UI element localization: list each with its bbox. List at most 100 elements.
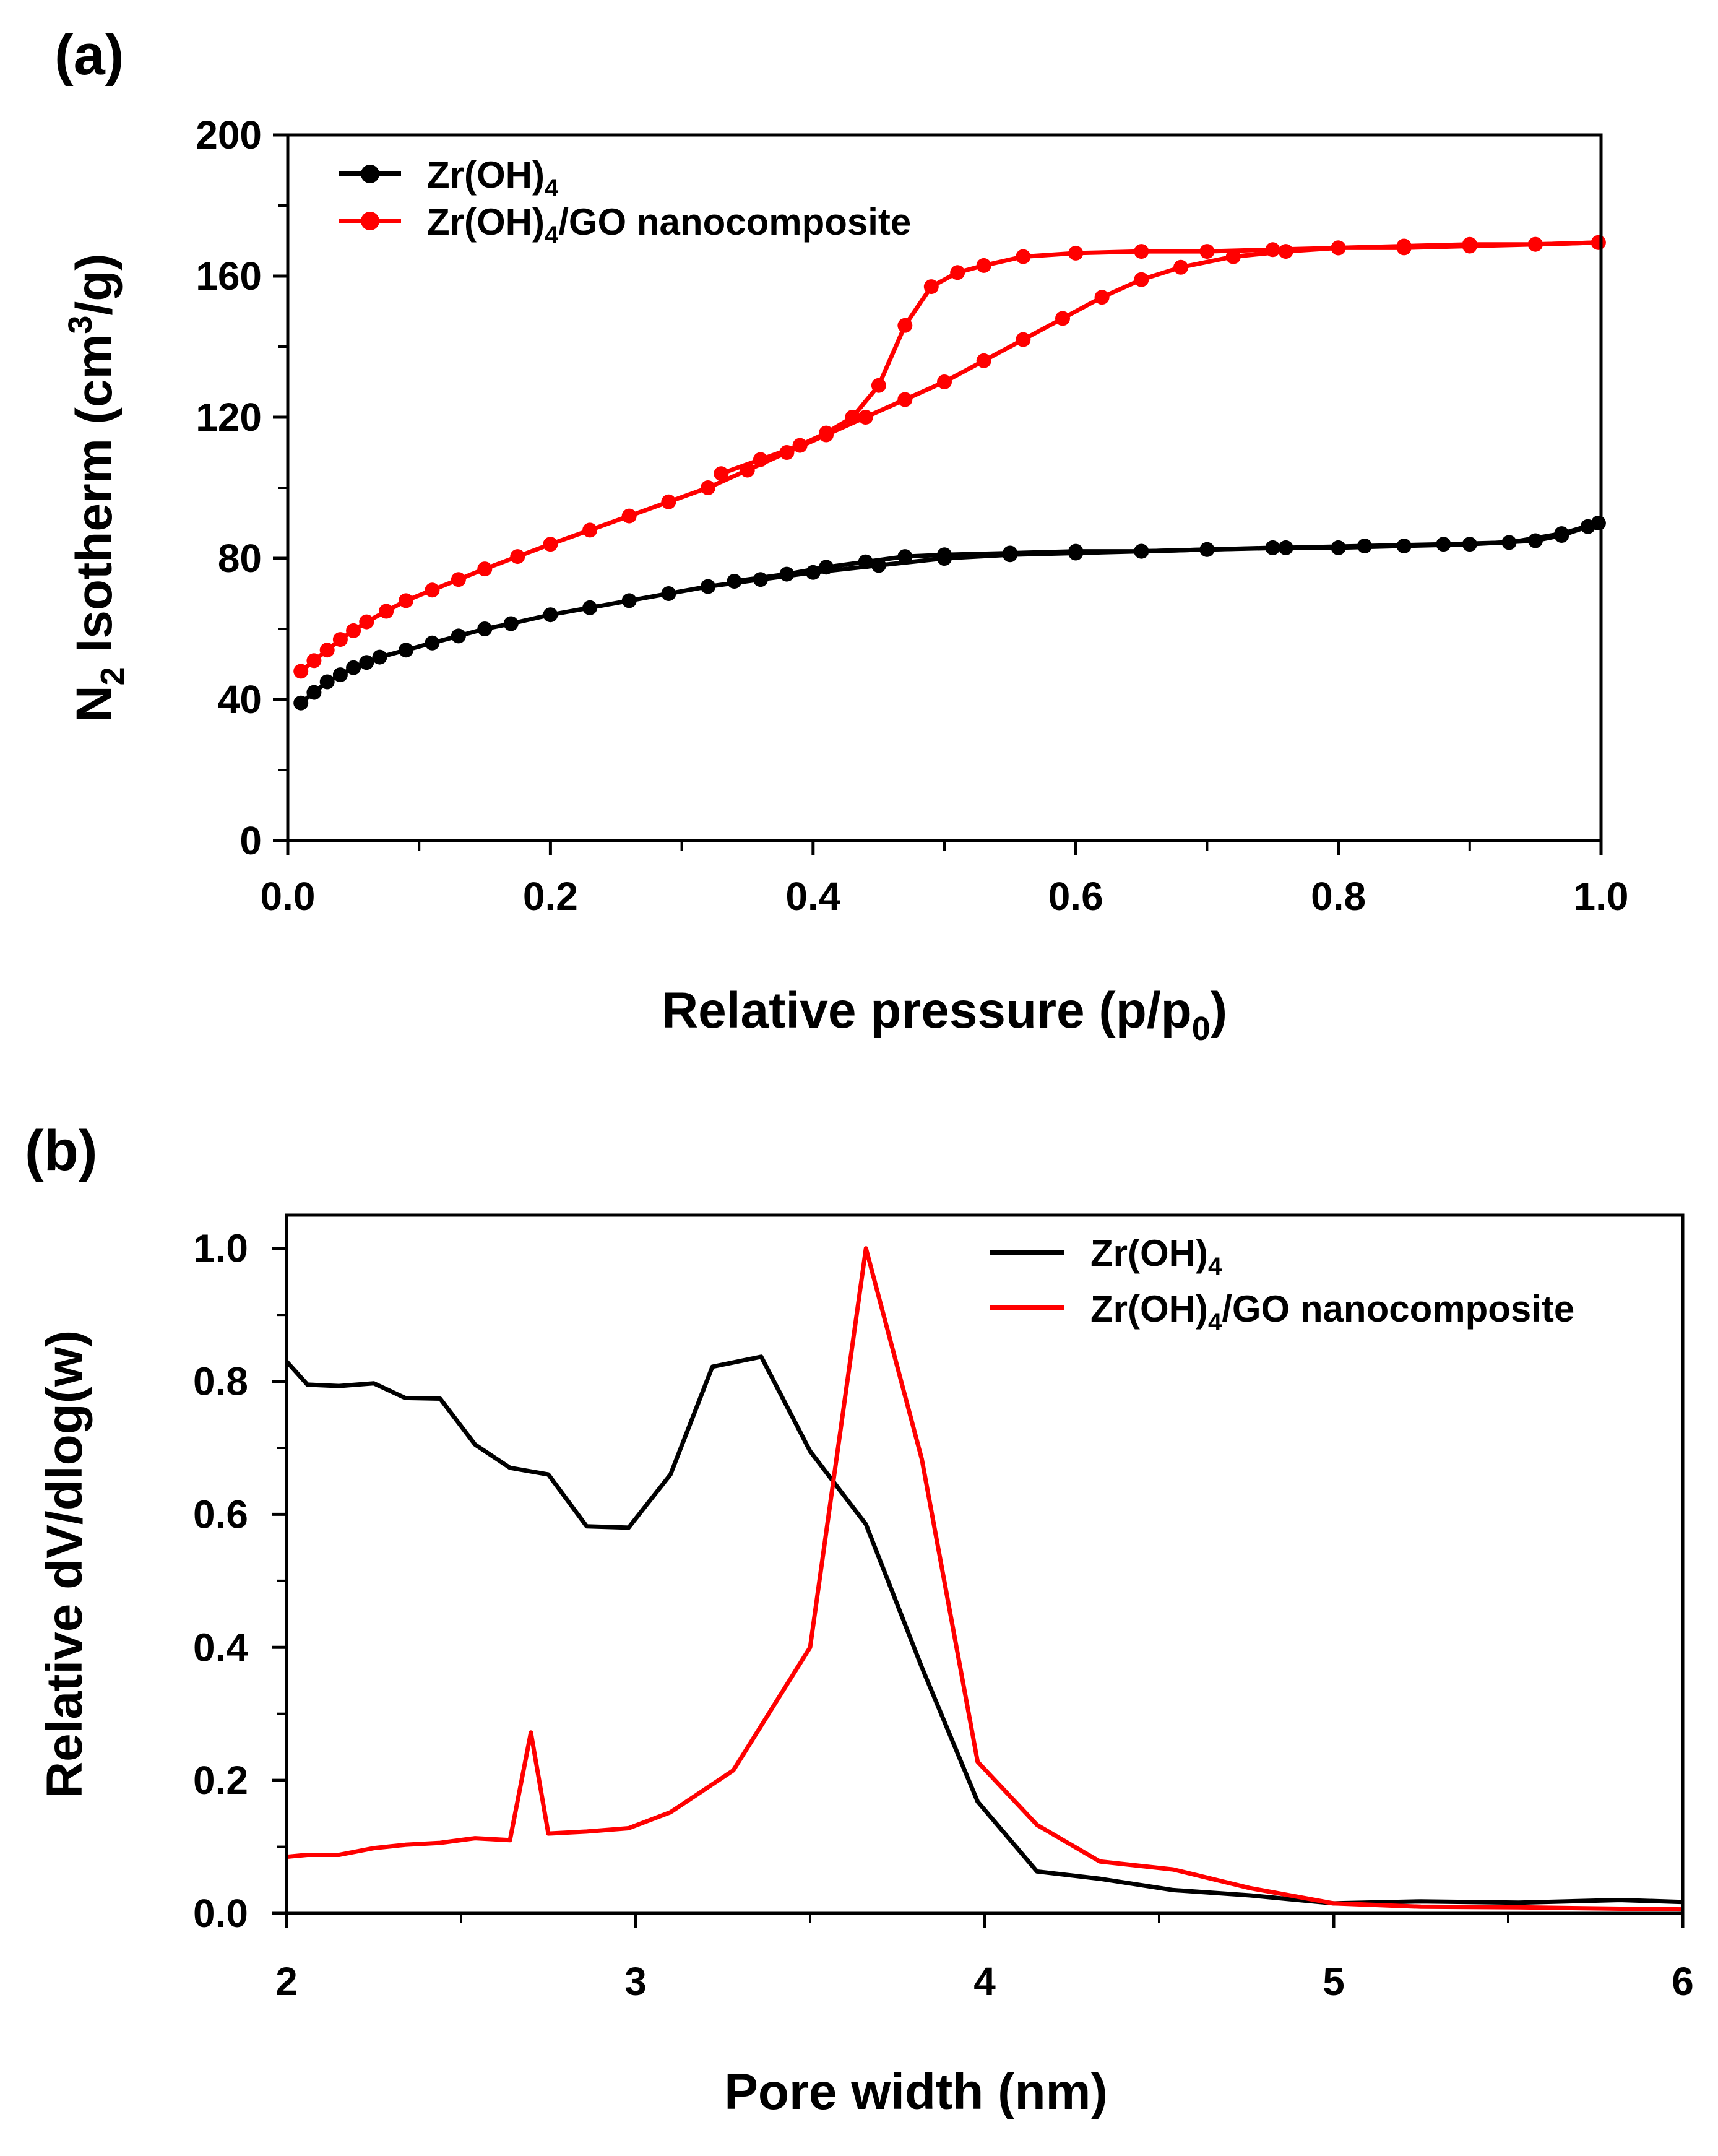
panel-a-series-1-desorption-point-15 xyxy=(845,410,860,425)
panel-a-series-1-adsorption-point-23 xyxy=(976,353,991,368)
panel-b: (b) 2 3 4 5 6 0.0 0.2 0.4 0.6 0.8 1.0 Pore width (… xyxy=(25,1119,1694,2120)
panel-a-legend-label-zr: Zr(OH)4 xyxy=(427,154,559,202)
panel-a-series-1-desorption-point-3 xyxy=(1396,240,1412,256)
panel-a-y-tick-label-4: 160 xyxy=(196,254,262,298)
panel-a-series-0-desorption-point-8 xyxy=(1068,543,1084,559)
panel-a-series-1-desorption-point-17 xyxy=(792,438,808,453)
panel-a-y-tick-label-5: 200 xyxy=(196,113,262,157)
panel-b-y-tick-label-5: 1.0 xyxy=(193,1226,248,1271)
panel-a-series-0-desorption-point-9 xyxy=(1003,545,1018,561)
panel-a-series-0-adsorption-point-0 xyxy=(293,695,309,711)
panel-a-series-1-desorption-point-19 xyxy=(714,466,729,482)
panel-a-series-0-adsorption-point-6 xyxy=(372,649,387,665)
panel-a-series-0-desorption-point-1 xyxy=(1554,526,1569,542)
panel-a-series-1-desorption-point-6 xyxy=(1199,244,1215,259)
panel-b-x-tick-label-2: 4 xyxy=(973,1959,996,2004)
panel-a-series-1-adsorption-point-25 xyxy=(1055,311,1070,326)
panel-a-x-tick-label-5: 1.0 xyxy=(1574,874,1629,919)
panel-a-y-axis-title: N2 Isotherm (cm3/g) xyxy=(62,253,131,722)
panel-b-ticks: 2 3 4 5 6 0.0 0.2 0.4 0.6 0.8 1.0 xyxy=(193,1226,1694,2004)
panel-a-series-0-desorption-point-15 xyxy=(727,574,742,589)
panel-a-series-1-desorption-point-8 xyxy=(1068,245,1084,261)
panel-b-legend-item-zr-go: Zr(OH)4/GO nanocomposite xyxy=(990,1288,1574,1336)
panel-a-series-1-adsorption-point-27 xyxy=(1134,272,1149,287)
panel-b-legend-item-zr: Zr(OH)4 xyxy=(990,1232,1222,1280)
panel-b-y-tick-label-4: 0.8 xyxy=(193,1359,248,1404)
panel-a-x-tick-label-1: 0.2 xyxy=(523,874,578,919)
panel-a-series-1-adsorption-point-9 xyxy=(451,572,466,587)
panel-a-series-1-desorption-point-9 xyxy=(1016,249,1031,264)
panel-a-y-tick-label-0: 0 xyxy=(240,818,262,863)
panel-b-x-tick-label-0: 2 xyxy=(275,1959,298,2004)
panel-a-series-1-desorption-point-7 xyxy=(1134,244,1149,259)
panel-b-series-0 xyxy=(285,1354,1683,1906)
panel-a-series-0-desorption-point-13 xyxy=(819,560,834,575)
panel-a-series-0-adsorption-point-3 xyxy=(332,667,348,683)
panel-a-series-1-adsorption-point-5 xyxy=(359,614,374,630)
panel-a-series-1-adsorption-point-10 xyxy=(477,561,493,577)
panel-a-series-0-adsorption-point-8 xyxy=(425,635,440,651)
panel-a-series-0-desorption-point-12 xyxy=(858,554,873,569)
panel-a-label: (a) xyxy=(54,24,124,87)
panel-a-series-1-adsorption-point-2 xyxy=(319,643,335,658)
panel-a-series-0-desorption-point-7 xyxy=(1134,543,1149,559)
panel-a-series-0-desorption-point-3 xyxy=(1436,537,1451,552)
panel-a-series-0-desorption-point-10 xyxy=(937,547,952,563)
panel-a-series-1-desorption-point-12 xyxy=(923,279,939,295)
panel-a-series-1-adsorption-point-3 xyxy=(332,632,348,647)
panel-a-x-tick-label-0: 0.0 xyxy=(261,874,316,919)
panel-a-series-0-adsorption-point-9 xyxy=(451,628,466,644)
panel-a-series-1-adsorption-point-24 xyxy=(1016,332,1031,347)
panel-a-series-1-adsorption-point-15 xyxy=(661,494,676,509)
panel-a-series-0-desorption-point-2 xyxy=(1501,535,1517,550)
panel-a-series-0-adsorption-point-2 xyxy=(319,674,335,690)
panel-a-series-1-desorption-point-18 xyxy=(753,452,768,467)
panel-a-series-1-adsorption-point-26 xyxy=(1094,290,1110,305)
panel-a-series-1-adsorption-point-6 xyxy=(379,604,394,619)
panel-a-y-tick-label-1: 40 xyxy=(218,677,262,722)
panel-a-series-0-desorption-point-0 xyxy=(1591,516,1606,530)
panel-a-series-1-adsorption-point-20 xyxy=(858,410,873,425)
panel-a-series-1-desorption-point-16 xyxy=(819,425,834,441)
panel-a-series-1-adsorption-point-16 xyxy=(701,480,715,495)
panel-a-legend-label-zr-go: Zr(OH)4/GO nanocomposite xyxy=(427,201,911,249)
panel-a-series-1-adsorption-point-0 xyxy=(293,664,309,679)
panel-a-x-axis-title: Relative pressure (p/p0) xyxy=(662,982,1227,1047)
panel-a-series-0-adsorption-point-12 xyxy=(543,607,558,623)
panel-a-series-1-desorption-point-5 xyxy=(1265,242,1280,258)
panel-b-x-tick-label-4: 6 xyxy=(1672,1959,1694,2004)
panel-a-series-1-adsorption-point-11 xyxy=(510,549,525,565)
panel-a-series-0-desorption-point-5 xyxy=(1278,540,1293,555)
panel-a-series-1-adsorption-point-1 xyxy=(306,653,322,669)
panel-b-series-1 xyxy=(286,1246,1683,1912)
panel-a-series-0-adsorption-point-16 xyxy=(701,579,715,594)
panel-a-series-0-adsorption-point-14 xyxy=(621,593,637,608)
panel-a-series-0-adsorption-point-4 xyxy=(346,660,361,675)
panel-a-series-1-desorption-point-0 xyxy=(1591,235,1606,250)
panel-a-series-0-adsorption-point-13 xyxy=(582,600,598,615)
panel-a-y-tick-label-3: 120 xyxy=(196,395,262,439)
panel-a-series-0-desorption-point-6 xyxy=(1199,542,1215,557)
panel-b-y-axis-title: Relative dV/dlog(w) xyxy=(37,1330,93,1798)
panel-b-series-0-curve-line xyxy=(285,1354,1683,1906)
panel-a-series-1-desorption-point-11 xyxy=(950,265,965,280)
panel-a-legend-item-zr-go: Zr(OH)4/GO nanocomposite xyxy=(339,201,911,249)
panel-a-legend-item-zr: Zr(OH)4 xyxy=(339,154,559,202)
panel-a-legend-marker-zr xyxy=(361,165,379,183)
panel-a-series-1-adsorption-point-4 xyxy=(346,623,361,638)
panel-a-series-0-adsorption-point-15 xyxy=(661,586,676,601)
panel-b-legend-label-zr-go: Zr(OH)4/GO nanocomposite xyxy=(1090,1288,1574,1336)
panel-a-series-1-adsorption-point-14 xyxy=(621,508,637,524)
panel-a-series-1-adsorption-point-8 xyxy=(425,582,440,598)
panel-a-ticks: 0.0 0.2 0.4 0.6 0.8 1.0 0 40 80 120 160 200 xyxy=(196,113,1628,919)
panel-a-series-0 xyxy=(293,516,1606,711)
panel-a-series-1-desorption-point-10 xyxy=(976,258,991,273)
panel-a-plot-area xyxy=(293,235,1606,711)
panel-a-series-0-adsorption-point-11 xyxy=(503,616,519,631)
panel-a-x-tick-label-4: 0.8 xyxy=(1311,874,1366,919)
panel-a-series-0-adsorption-point-5 xyxy=(359,655,374,670)
panel-a-legend-marker-zr-go xyxy=(361,212,379,230)
panel-b-y-tick-label-1: 0.2 xyxy=(193,1758,248,1803)
panel-a-x-tick-label-2: 0.4 xyxy=(785,874,840,919)
